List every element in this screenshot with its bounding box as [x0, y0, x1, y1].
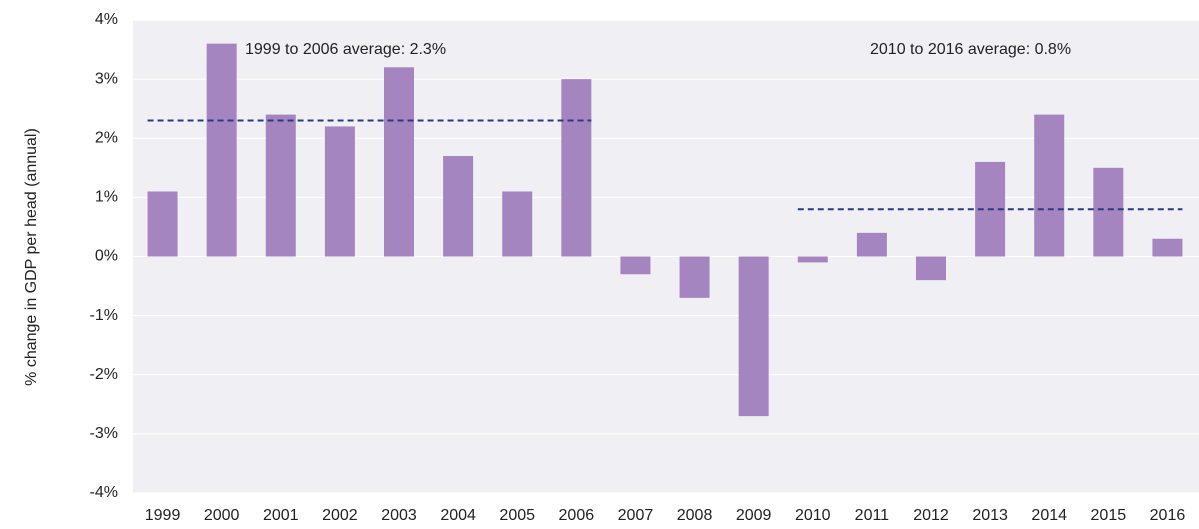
bar — [1093, 167, 1124, 257]
y-tick-label: 0% — [95, 248, 118, 265]
bar — [265, 114, 296, 257]
x-tick-label: 2003 — [381, 507, 417, 524]
bar — [502, 191, 533, 257]
x-tick-label: 2016 — [1150, 507, 1186, 524]
x-tick-label: 2000 — [204, 507, 240, 524]
y-tick-label: 1% — [95, 189, 118, 206]
x-tick-label: 2002 — [322, 507, 358, 524]
x-tick-label: 2015 — [1091, 507, 1127, 524]
bar — [797, 256, 828, 263]
x-tick-label: 1999 — [145, 507, 181, 524]
x-tick-label: 2004 — [440, 507, 476, 524]
bar — [1034, 114, 1065, 257]
y-tick-label: 3% — [95, 70, 118, 87]
y-tick-label: 4% — [95, 11, 118, 28]
annotation: 1999 to 2006 average: 2.3% — [245, 41, 446, 58]
bar — [679, 256, 710, 298]
y-tick-label: -1% — [90, 307, 118, 324]
x-tick-label: 2010 — [795, 507, 831, 524]
x-tick-label: 2014 — [1031, 507, 1067, 524]
bar — [384, 67, 414, 257]
bar — [916, 256, 946, 281]
bar — [147, 191, 178, 257]
y-tick-label: -4% — [90, 484, 118, 501]
annotation: 2010 to 2016 average: 0.8% — [870, 41, 1071, 58]
y-tick-label: 2% — [95, 129, 118, 146]
bar — [738, 256, 769, 417]
x-tick-label: 2006 — [559, 507, 595, 524]
x-tick-label: 2013 — [972, 507, 1008, 524]
x-tick-label: 2009 — [736, 507, 772, 524]
x-tick-label: 2008 — [677, 507, 713, 524]
x-tick-label: 2012 — [913, 507, 949, 524]
x-tick-label: 2011 — [855, 507, 890, 524]
bar — [324, 126, 355, 257]
bar — [561, 79, 592, 257]
bar — [206, 43, 237, 257]
bar — [856, 232, 887, 257]
bar — [443, 155, 474, 257]
x-tick-label: 2001 — [263, 507, 299, 524]
y-tick-label: -2% — [90, 366, 118, 383]
bar — [1152, 238, 1183, 257]
x-tick-label: 2005 — [499, 507, 535, 524]
y-tick-label: -3% — [90, 425, 118, 442]
bar — [620, 256, 651, 275]
x-tick-label: 2007 — [618, 507, 654, 524]
y-axis-label: % change in GDP per head (annual) — [23, 128, 40, 386]
